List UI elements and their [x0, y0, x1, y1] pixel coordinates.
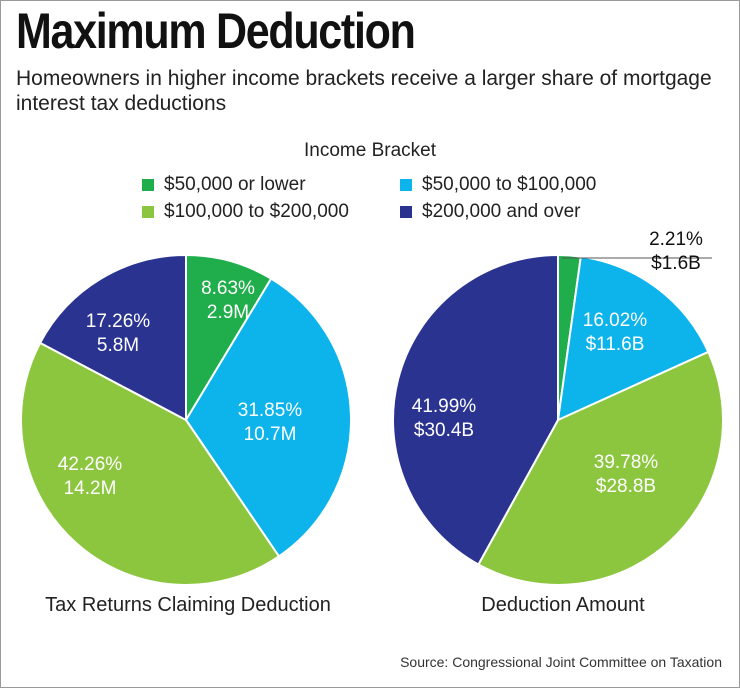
legend-heading: Income Bracket — [304, 140, 436, 161]
pie1-amount-label-100k-to-200k: 14.2M — [64, 478, 117, 499]
pie-title-tax-returns: Tax Returns Claiming Deduction — [45, 594, 331, 616]
legend-label: $50,000 to $100,000 — [422, 174, 597, 195]
pie1-percent-label-50k-to-100k: 31.85% — [238, 400, 303, 421]
legend-item-100k-to-200k: $100,000 to $200,000 — [142, 201, 349, 223]
pie2-amount-label-100k-to-200k: $28.8B — [596, 476, 656, 497]
pie2-percent-label-50k-or-lower: 2.21% — [649, 229, 703, 250]
legend-item-200k-and-over: $200,000 and over — [400, 201, 580, 223]
pie2-percent-label-200k-and-over: 41.99% — [412, 396, 477, 417]
pie1-slice-200k-and-over — [38, 253, 187, 422]
pie2-slice-50k-to-100k — [556, 255, 710, 422]
legend-swatch — [400, 206, 412, 218]
legend-label: $50,000 or lower — [164, 174, 306, 195]
pie2-amount-label-50k-to-100k: $11.6B — [586, 334, 645, 355]
legend-label: $200,000 and over — [422, 201, 581, 222]
pie1-slice-50k-to-100k — [184, 277, 352, 558]
pie2-slice-100k-to-200k — [477, 350, 724, 586]
pie1-percent-label-200k-and-over: 17.26% — [86, 311, 151, 332]
pie2-percent-label-100k-to-200k: 39.78% — [594, 452, 659, 473]
legend-swatch — [400, 179, 412, 191]
legend-label: $100,000 to $200,000 — [164, 201, 349, 222]
legend-swatch — [142, 206, 154, 218]
pie1-slice-100k-to-200k — [20, 341, 281, 586]
pie1-percent-label-50k-or-lower: 8.63% — [201, 278, 255, 299]
source-note: Source: Congressional Joint Committee on… — [400, 654, 722, 670]
page-title: Maximum Deduction — [16, 3, 416, 59]
pie1-amount-label-50k-to-100k: 10.7M — [244, 424, 297, 445]
legend-item-50k-to-100k: $50,000 to $100,000 — [400, 174, 596, 196]
legend-swatch — [142, 179, 154, 191]
legend-item-50k-or-lower: $50,000 or lower — [142, 174, 306, 196]
pie1-amount-label-50k-or-lower: 2.9M — [207, 302, 249, 323]
pie1-amount-label-200k-and-over: 5.8M — [97, 335, 139, 356]
pie1-percent-label-100k-to-200k: 42.26% — [58, 454, 123, 475]
pie2-amount-label-50k-or-lower: $1.6B — [651, 253, 701, 274]
pie2-slice-200k-and-over — [392, 253, 559, 566]
pie1-slice-50k-or-lower — [185, 253, 273, 424]
pie-title-deduction-amount: Deduction Amount — [481, 594, 645, 616]
pie2-percent-label-50k-to-100k: 16.02% — [583, 310, 648, 331]
pie2-amount-label-200k-and-over: $30.4B — [414, 420, 474, 441]
page-subtitle: Homeowners in higher income brackets rec… — [16, 67, 712, 115]
